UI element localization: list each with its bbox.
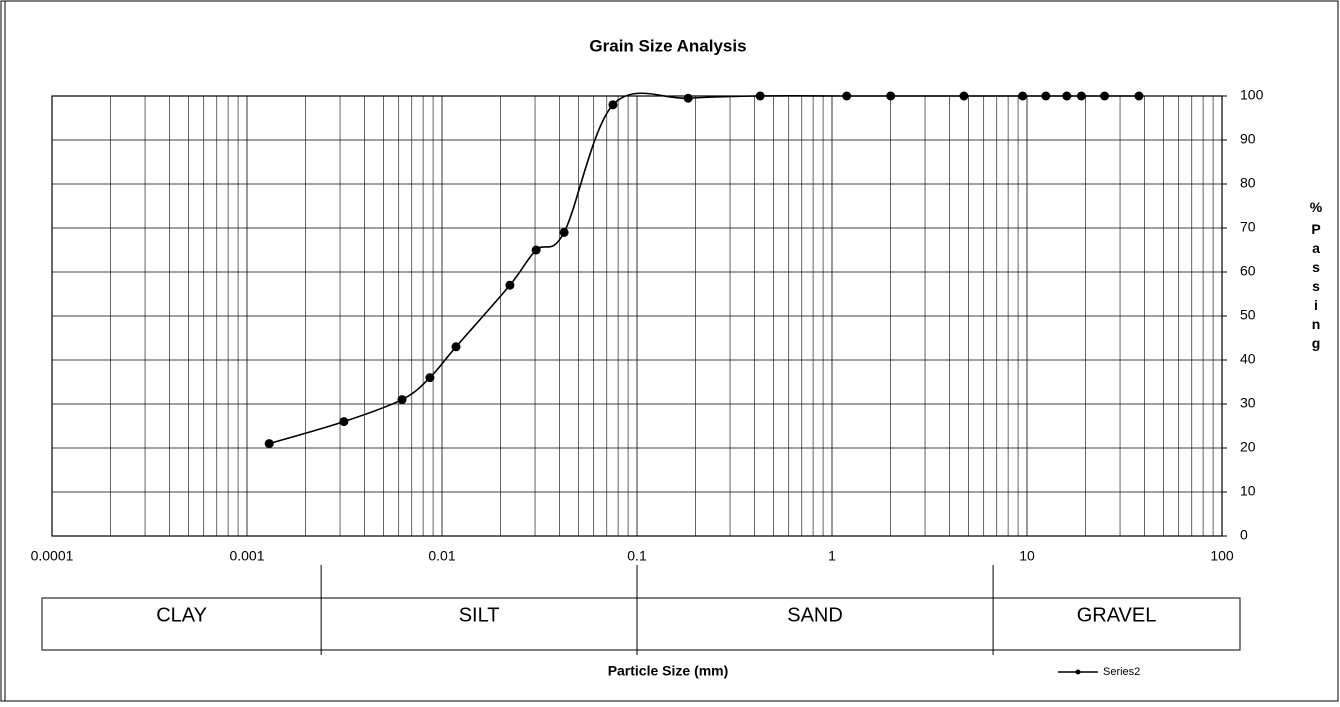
x-tick-label: 100 [1210, 548, 1234, 564]
data-point [505, 280, 515, 290]
data-point [339, 417, 349, 427]
data-point [264, 439, 274, 449]
data-point [959, 91, 969, 101]
legend-label: Series2 [1103, 666, 1140, 678]
x-tick-label: 1 [828, 548, 836, 564]
data-point [842, 91, 852, 101]
data-point [1018, 91, 1028, 101]
data-point [1062, 91, 1072, 101]
data-point [886, 91, 896, 101]
y-tick-label: 30 [1240, 395, 1256, 411]
zone-label: SILT [459, 604, 500, 626]
x-tick-label: 0.01 [428, 548, 455, 564]
data-point [397, 395, 407, 405]
y-tick-label: 60 [1240, 263, 1256, 279]
zone-label: SAND [787, 604, 843, 626]
x-tick-label: 0.001 [229, 548, 264, 564]
data-point [683, 93, 693, 103]
plot-border [51, 95, 1223, 537]
data-point [755, 91, 765, 101]
data-point [1134, 91, 1144, 101]
x-tick-label: 10 [1019, 548, 1035, 564]
y-tick-label: 10 [1240, 483, 1256, 499]
data-point [425, 373, 435, 383]
y-tick-label: 50 [1240, 307, 1256, 323]
data-point [608, 100, 618, 110]
legend-marker [1075, 669, 1081, 675]
y-tick-label: 40 [1240, 351, 1256, 367]
chart-title: Grain Size Analysis [589, 36, 746, 55]
data-point [531, 245, 541, 255]
y-tick-label: 80 [1240, 175, 1256, 191]
y-tick-label: 70 [1240, 219, 1256, 235]
y-tick-label: 20 [1240, 439, 1256, 455]
data-point [1100, 91, 1110, 101]
data-point [559, 227, 569, 237]
x-tick-label: 0.1 [627, 548, 647, 564]
y-tick-label: 100 [1240, 87, 1264, 103]
data-point [1076, 91, 1086, 101]
x-tick-label: 0.0001 [31, 548, 74, 564]
y-tick-label: 0 [1240, 527, 1248, 543]
data-point [1041, 91, 1051, 101]
x-axis-title: Particle Size (mm) [608, 663, 729, 679]
y-tick-label: 90 [1240, 131, 1256, 147]
zone-label: CLAY [156, 604, 207, 626]
series-line [268, 92, 1139, 445]
zone-box [41, 597, 1241, 651]
zone-label: GRAVEL [1077, 604, 1157, 626]
data-point [451, 342, 461, 352]
